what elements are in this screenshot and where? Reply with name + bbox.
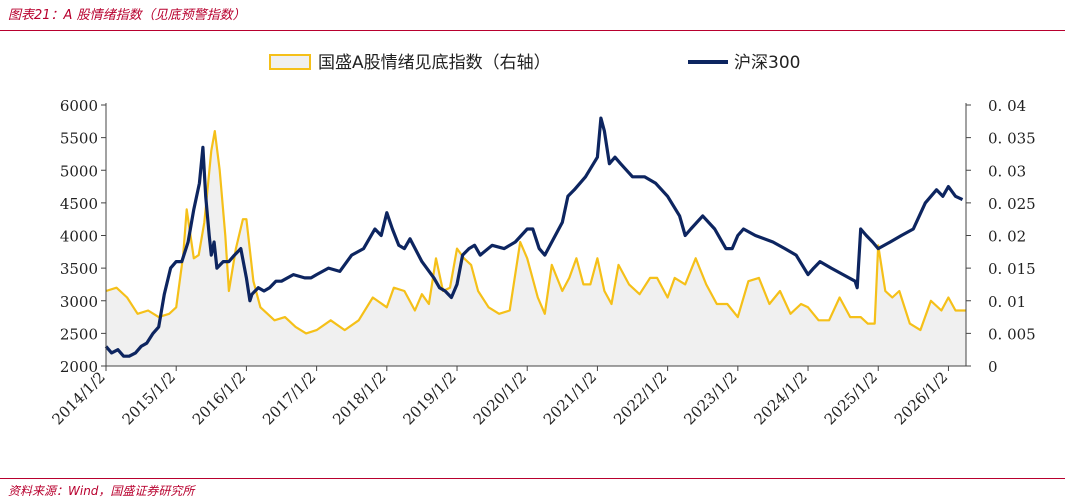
left-axis-tick-label: 4000 — [60, 228, 98, 246]
plot-area — [104, 116, 966, 366]
legend-swatch-sentiment — [269, 54, 311, 70]
right-axis-tick-label: 0. 005 — [988, 325, 1036, 343]
right-axis-tick-label: 0. 035 — [988, 130, 1036, 148]
series-line-sentiment — [105, 130, 966, 335]
top-rule — [0, 30, 1065, 31]
left-axis-tick-label: 4500 — [60, 195, 98, 213]
bottom-rule — [0, 478, 1065, 479]
left-axis-tick-label: 3500 — [60, 260, 98, 278]
x-axis-tick-label: 2019/1/2 — [399, 368, 459, 428]
x-axis-tick-label: 2018/1/2 — [329, 368, 389, 428]
x-axis-tick-label: 2026/1/2 — [891, 368, 951, 428]
series-area-sentiment-fill — [106, 131, 966, 366]
legend-label-hs300: 沪深300 — [734, 53, 800, 73]
x-axis-tick-label: 2015/1/2 — [119, 368, 179, 428]
x-axis-tick-label: 2020/1/2 — [470, 368, 530, 428]
x-axis-tick-label: 2014/1/2 — [48, 368, 108, 428]
x-axis-tick-label: 2022/1/2 — [610, 368, 670, 428]
figure-title: 图表21：A 股情绪指数（见底预警指数） — [8, 8, 246, 23]
x-axis-tick-label: 2025/1/2 — [821, 368, 881, 428]
right-axis-tick-label: 0. 015 — [988, 260, 1036, 278]
right-axis-tick-label: 0. 02 — [988, 228, 1026, 246]
left-axis-tick-label: 5000 — [60, 162, 98, 180]
left-axis-tick-label: 3000 — [60, 293, 98, 311]
left-axis-tick-label: 2000 — [60, 358, 98, 376]
source-note: 资料来源：Wind，国盛证券研究所 — [8, 484, 195, 498]
right-axis-tick-label: 0. 025 — [988, 195, 1036, 213]
x-axis-tick-label: 2021/1/2 — [540, 368, 600, 428]
left-axis-tick-label: 6000 — [60, 97, 98, 115]
x-axis-tick-label: 2016/1/2 — [189, 368, 249, 428]
right-axis-tick-label: 0. 03 — [988, 162, 1026, 180]
left-axis-tick-label: 5500 — [60, 130, 98, 148]
right-axis-tick-label: 0. 04 — [988, 97, 1026, 115]
legend: 国盛A股情绪见底指数（右轴） 沪深300 — [269, 53, 800, 73]
x-axis-tick-label: 2024/1/2 — [751, 368, 811, 428]
right-axis-tick-label: 0. 01 — [988, 293, 1026, 311]
series-line-hs300 — [104, 116, 964, 358]
left-axis-tick-label: 2500 — [60, 325, 98, 343]
x-axis-tick-label: 2017/1/2 — [259, 368, 319, 428]
legend-label-sentiment: 国盛A股情绪见底指数（右轴） — [318, 53, 551, 73]
x-axis-tick-label: 2023/1/2 — [680, 368, 740, 428]
right-axis-tick-label: 0 — [988, 358, 998, 376]
